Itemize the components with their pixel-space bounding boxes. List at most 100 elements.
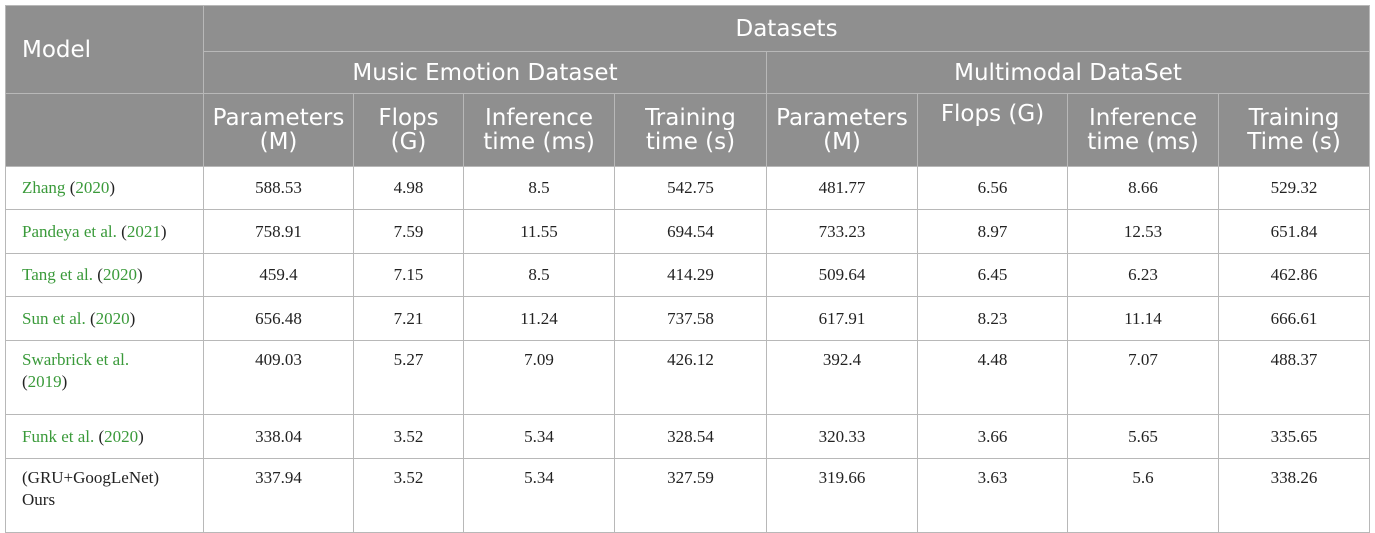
col-header: Flops (G)	[353, 93, 464, 167]
ours-label: Ours	[22, 490, 56, 509]
value-cell: 666.61	[1217, 296, 1371, 341]
value-cell: 737.58	[614, 296, 767, 341]
citation-open: (	[94, 426, 105, 446]
value-cell: 7.07	[1067, 340, 1219, 415]
value-cell: 338.04	[203, 414, 354, 459]
citation-year-link[interactable]: 2021	[126, 221, 161, 241]
value-cell: 588.53	[203, 166, 354, 210]
model-cell: Funk et al. (2020)	[5, 414, 204, 459]
citation-open: (	[85, 308, 96, 328]
citation-year-link[interactable]: 2020	[95, 308, 130, 328]
col-header: Flops (G)	[917, 93, 1068, 167]
value-cell: 5.6	[1067, 458, 1219, 533]
value-cell: 8.66	[1067, 166, 1219, 210]
author-link[interactable]: Pandeya et al.	[22, 221, 117, 241]
comparison-table: Model Datasets Music Emotion Dataset Mul…	[5, 5, 1371, 533]
value-cell: 11.14	[1067, 296, 1219, 341]
value-cell: 8.5	[463, 253, 615, 297]
value-cell: 529.32	[1217, 166, 1371, 210]
author-link[interactable]: Tang et al.	[22, 265, 94, 284]
value-cell: 7.15	[353, 253, 464, 297]
value-cell: 694.54	[614, 209, 767, 254]
value-cell: 6.56	[917, 166, 1068, 210]
author-link[interactable]: Sun et al.	[22, 308, 86, 328]
citation-open: (	[116, 221, 127, 241]
value-cell: 3.52	[353, 458, 464, 533]
table-row: Tang et al. (2020) 459.4 7.15 8.5 414.29 509.…	[5, 253, 1371, 297]
author-link[interactable]: Swarbrick et al.	[22, 350, 130, 369]
value-cell: 337.94	[203, 458, 354, 533]
value-cell: 459.4	[203, 253, 354, 297]
model-cell: Zhang (2020)	[5, 166, 204, 210]
value-cell: 5.34	[463, 414, 615, 459]
value-cell: 3.66	[917, 414, 1068, 459]
col-header: Inference time (ms)	[1067, 93, 1219, 167]
value-cell: 656.48	[203, 296, 354, 341]
citation-year-link[interactable]: 2020	[104, 426, 139, 446]
citation-close: )	[61, 372, 68, 391]
value-cell: 488.37	[1217, 340, 1371, 415]
citation-open: (	[22, 372, 28, 391]
value-cell: 509.64	[766, 253, 918, 297]
model-cell: (GRU+GoogLeNet) Ours	[5, 458, 204, 533]
value-cell: 11.55	[463, 209, 615, 254]
value-cell: 409.03	[203, 340, 354, 415]
model-header: Model	[5, 5, 204, 94]
author-link[interactable]: Funk et al.	[22, 426, 95, 446]
author-link[interactable]: Zhang	[22, 178, 66, 197]
value-cell: 5.65	[1067, 414, 1219, 459]
model-cell: Swarbrick et al. (2019)	[5, 340, 204, 415]
citation-close: )	[136, 265, 143, 284]
citation-year-link[interactable]: 2020	[102, 265, 137, 284]
model-cell: Sun et al. (2020)	[5, 296, 204, 341]
citation-close: )	[160, 221, 167, 241]
datasets-header: Datasets	[202, 5, 1371, 52]
value-cell: 414.29	[614, 253, 767, 297]
value-cell: 335.65	[1217, 414, 1371, 459]
citation-year-link[interactable]: 2019	[27, 372, 62, 391]
value-cell: 7.21	[353, 296, 464, 341]
value-cell: 8.23	[917, 296, 1068, 341]
model-header-spacer	[5, 93, 204, 167]
col-header: Parameters (M)	[766, 93, 918, 167]
value-cell: 3.52	[353, 414, 464, 459]
value-cell: 327.59	[614, 458, 767, 533]
value-cell: 462.86	[1217, 253, 1371, 297]
value-cell: 5.27	[353, 340, 464, 415]
table-row: Pandeya et al. (2021) 758.91 7.59 11.55 694.…	[5, 209, 1371, 254]
group-header-music-emotion: Music Emotion Dataset	[203, 51, 767, 94]
col-header: Training time (s)	[614, 93, 767, 167]
value-cell: 7.09	[463, 340, 615, 415]
citation-close: )	[109, 178, 116, 197]
value-cell: 733.23	[766, 209, 918, 254]
value-cell: 651.84	[1217, 209, 1371, 254]
model-cell: Pandeya et al. (2021)	[5, 209, 204, 254]
value-cell: 758.91	[203, 209, 354, 254]
col-header: Training Time (s)	[1217, 93, 1371, 167]
value-cell: 6.45	[917, 253, 1068, 297]
value-cell: 319.66	[766, 458, 918, 533]
col-header: Parameters (M)	[203, 93, 354, 167]
citation-year-link[interactable]: 2020	[75, 178, 110, 197]
value-cell: 12.53	[1067, 209, 1219, 254]
value-cell: 338.26	[1217, 458, 1371, 533]
value-cell: 392.4	[766, 340, 918, 415]
table-body: Zhang (2020) 588.53 4.98 8.5 542.75 481.77 6.5…	[5, 166, 1371, 533]
value-cell: 8.5	[463, 166, 615, 210]
value-cell: 7.59	[353, 209, 464, 254]
table-row: Sun et al. (2020) 656.48 7.21 11.24 737.58 61…	[5, 296, 1371, 341]
value-cell: 11.24	[463, 296, 615, 341]
value-cell: 4.98	[353, 166, 464, 210]
value-cell: 617.91	[766, 296, 918, 341]
value-cell: 6.23	[1067, 253, 1219, 297]
value-cell: 320.33	[766, 414, 918, 459]
table-row: (GRU+GoogLeNet) Ours 337.94 3.52 5.34 327.59 3…	[5, 458, 1371, 533]
value-cell: 5.34	[463, 458, 615, 533]
citation-open: (	[65, 178, 76, 197]
value-cell: 542.75	[614, 166, 767, 210]
value-cell: 481.77	[766, 166, 918, 210]
group-header-multimodal: Multimodal DataSet	[765, 51, 1371, 94]
citation-close: )	[138, 426, 144, 446]
model-name: (GRU+GoogLeNet)	[22, 468, 160, 487]
citation-close: )	[129, 308, 136, 328]
